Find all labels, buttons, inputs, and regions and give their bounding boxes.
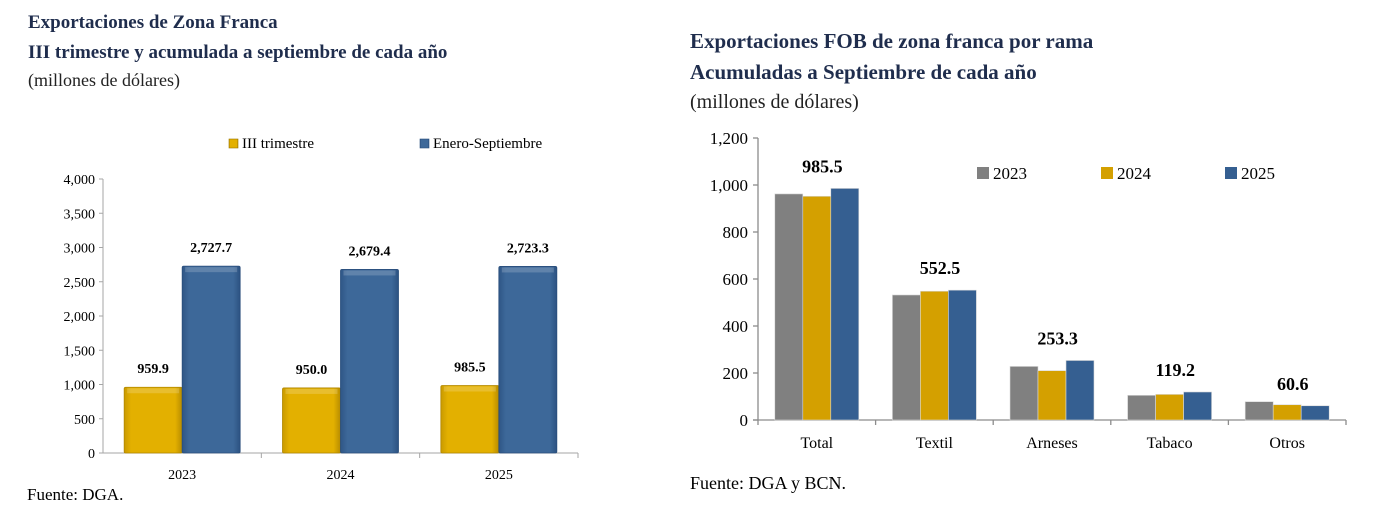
x-tick-label: Arneses	[1026, 435, 1078, 452]
legend-swatch-enero-septiembre	[419, 138, 430, 149]
y-tick-label: 3,500	[64, 207, 96, 222]
bar-iii-trimestre-2024	[282, 387, 341, 454]
data-label: 950.0	[296, 363, 328, 378]
left-chart-subtitle: III trimestre y acumulada a septiembre d…	[28, 42, 448, 63]
bar-2024-tabaco	[1155, 394, 1184, 421]
legend-label: 2025	[1241, 164, 1275, 183]
y-tick-label: 1,500	[64, 344, 96, 359]
bar-2023-tabaco	[1127, 395, 1156, 421]
legend-label: Enero-Septiembre	[433, 136, 542, 152]
bar-bevel-highlight	[501, 267, 554, 273]
bar-enero-septiembre-2025	[498, 266, 558, 454]
bar-iii-trimestre-2023	[123, 386, 183, 454]
right-chart-titles: Exportaciones FOB de zona franca por ram…	[690, 26, 1093, 116]
right-chart-source: Fuente: DGA y BCN.	[690, 473, 847, 493]
bar-2025-otros	[1300, 405, 1330, 421]
y-tick-label: 0	[88, 447, 95, 462]
bar-2023-total	[774, 193, 804, 421]
x-tick-label: 2023	[168, 468, 196, 483]
bar-2025-total	[830, 188, 860, 421]
bar-2025-textil	[948, 289, 977, 421]
left-chart-source: Fuente: DGA.	[27, 485, 124, 504]
left-bar-chart: 0 500 1,000 1,500 2,000 2,500 3,000 3,500 4,000 2…	[64, 136, 579, 483]
data-label: 985.5	[454, 360, 486, 375]
y-tick-label: 200	[723, 364, 749, 383]
y-tick-label: 600	[723, 270, 749, 289]
y-tick-label: 1,000	[64, 379, 96, 394]
legend-label: 2024	[1117, 164, 1152, 183]
bar-bevel-highlight	[185, 267, 238, 273]
right-chart-title: Exportaciones FOB de zona franca por ram…	[690, 29, 1094, 53]
y-tick-label: 1,000	[710, 176, 748, 195]
bar-2024-textil	[920, 290, 949, 421]
y-tick-label: 500	[74, 413, 95, 428]
legend-swatch-2024	[1101, 167, 1113, 179]
y-tick-label: 2,500	[64, 276, 96, 291]
data-label: 2,723.3	[507, 241, 549, 256]
legend-swatch-2025	[1225, 167, 1237, 179]
data-label: 253.3	[1037, 328, 1078, 348]
bar-2024-total	[802, 195, 832, 421]
bar-enero-septiembre-2024	[340, 269, 399, 454]
data-label: 2,679.4	[349, 244, 391, 259]
data-label: 959.9	[137, 362, 169, 377]
bar-2025-arneses	[1065, 360, 1095, 421]
legend-label: 2023	[993, 164, 1027, 183]
bar-iii-trimestre-2025	[440, 385, 500, 454]
right-bar-chart: 0 200 400 600 800 1,000 1,200 Total Textil Arnese…	[710, 129, 1347, 452]
x-tick-label: Total	[800, 435, 833, 452]
x-tick-label: 2024	[327, 468, 355, 483]
x-tick-label: Tabaco	[1147, 435, 1193, 452]
bar-2024-arneses	[1037, 370, 1067, 421]
data-label: 119.2	[1155, 360, 1195, 380]
bar-2023-otros	[1244, 401, 1274, 421]
legend-swatch-iii-trimestre	[228, 138, 239, 149]
y-tick-label: 800	[723, 223, 749, 242]
x-tick-label: Otros	[1269, 435, 1305, 452]
x-tick-label: 2025	[485, 468, 513, 483]
bar-2023-textil	[892, 294, 921, 421]
right-chart-subtitle: Acumuladas a Septiembre de cada año	[690, 60, 1037, 84]
left-chart-titles: Exportaciones de Zona Franca III trimest…	[28, 8, 447, 92]
y-tick-label: 4,000	[64, 173, 96, 188]
bar-bevel-highlight	[127, 388, 180, 394]
y-tick-label: 2,000	[64, 310, 96, 325]
data-label: 2,727.7	[190, 241, 232, 256]
bar-bevel-highlight	[285, 388, 338, 394]
bar-2024-otros	[1272, 404, 1302, 421]
y-tick-label: 400	[723, 317, 749, 336]
bar-2023-arneses	[1009, 366, 1039, 421]
right-chart-units: (millones de dólares)	[690, 91, 859, 113]
bar-enero-septiembre-2023	[181, 265, 241, 454]
legend-swatch-2023	[977, 167, 989, 179]
data-label: 552.5	[920, 258, 961, 278]
legend-label: III trimestre	[242, 136, 314, 152]
data-label: 60.6	[1277, 374, 1309, 394]
data-label: 985.5	[802, 156, 843, 176]
y-tick-label: 1,200	[710, 129, 748, 148]
x-tick-label: Textil	[916, 435, 954, 452]
left-chart-title: Exportaciones de Zona Franca	[28, 12, 278, 33]
bar-bevel-highlight	[343, 270, 396, 276]
left-chart-units: (millones de dólares)	[28, 70, 180, 90]
bar-bevel-highlight	[443, 386, 496, 392]
bar-2025-tabaco	[1183, 391, 1212, 421]
y-tick-label: 3,000	[64, 242, 96, 257]
y-tick-label: 0	[740, 411, 749, 430]
